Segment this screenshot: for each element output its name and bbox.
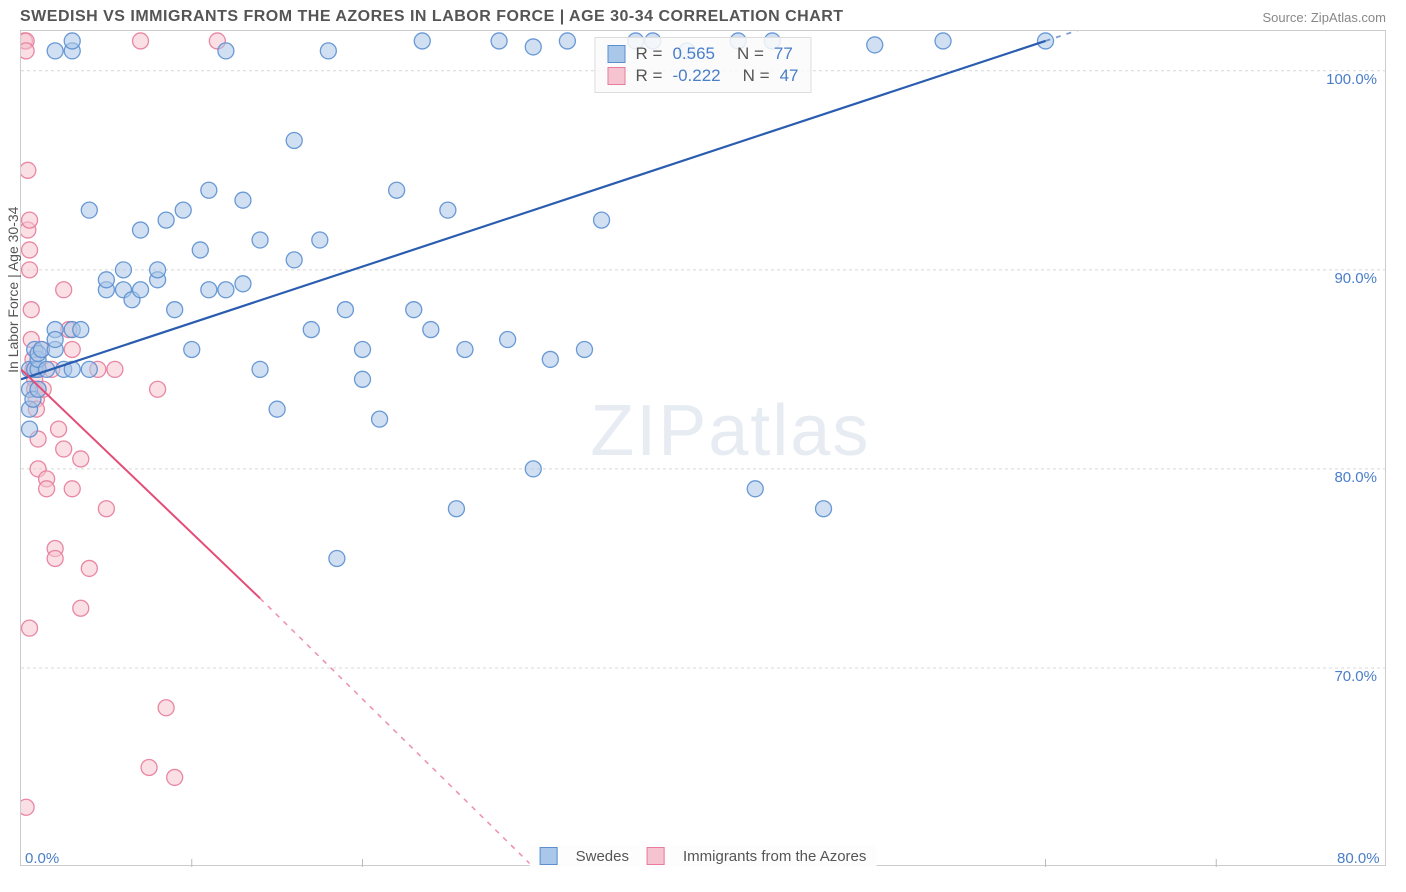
chart-header: SWEDISH VS IMMIGRANTS FROM THE AZORES IN… [0, 0, 1406, 30]
stats-row-azores: R = -0.222 N = 47 [608, 66, 799, 86]
x-tick-label: 80.0% [1337, 850, 1380, 867]
y-axis-label: In Labor Force | Age 30-34 [5, 207, 21, 373]
stat-n-label: N = [743, 66, 770, 86]
source-label: Source: [1262, 10, 1310, 25]
y-tick-label: 70.0% [1334, 668, 1377, 685]
chart-title: SWEDISH VS IMMIGRANTS FROM THE AZORES IN… [20, 8, 844, 26]
stat-n-label: N = [737, 44, 764, 64]
stat-n-value-swedes: 77 [774, 44, 793, 64]
scatter-plot [21, 31, 1387, 867]
x-tick-label: 0.0% [25, 850, 59, 867]
y-tick-label: 100.0% [1326, 71, 1377, 88]
correlation-stats-box: R = 0.565 N = 77 R = -0.222 N = 47 [595, 37, 812, 93]
swatch-swedes [608, 45, 626, 63]
legend-swatch-swedes [540, 847, 558, 865]
source-attribution: Source: ZipAtlas.com [1262, 10, 1386, 25]
stat-n-value-azores: 47 [780, 66, 799, 86]
legend-label-azores: Immigrants from the Azores [683, 848, 866, 865]
source-link[interactable]: ZipAtlas.com [1311, 10, 1386, 25]
stat-r-value-swedes: 0.565 [672, 44, 715, 64]
stat-r-value-azores: -0.222 [672, 66, 720, 86]
legend-label-swedes: Swedes [576, 848, 629, 865]
stat-r-label: R = [636, 66, 663, 86]
stat-r-label: R = [636, 44, 663, 64]
y-tick-label: 90.0% [1334, 270, 1377, 287]
stats-row-swedes: R = 0.565 N = 77 [608, 44, 799, 64]
y-tick-label: 80.0% [1334, 469, 1377, 486]
legend-swatch-azores [647, 847, 665, 865]
swatch-azores [608, 67, 626, 85]
legend: Swedes Immigrants from the Azores [530, 845, 877, 867]
chart-container: In Labor Force | Age 30-34 ZIPatlas R = … [20, 30, 1386, 866]
